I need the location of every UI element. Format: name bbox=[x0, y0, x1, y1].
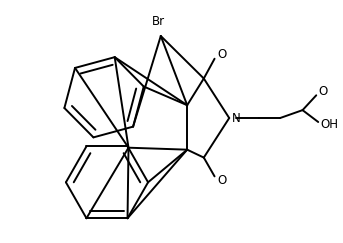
Text: O: O bbox=[217, 174, 227, 187]
Text: O: O bbox=[217, 48, 227, 61]
Text: N: N bbox=[232, 112, 241, 125]
Text: O: O bbox=[318, 85, 328, 98]
Text: Br: Br bbox=[152, 15, 165, 28]
Text: OH: OH bbox=[320, 118, 338, 131]
